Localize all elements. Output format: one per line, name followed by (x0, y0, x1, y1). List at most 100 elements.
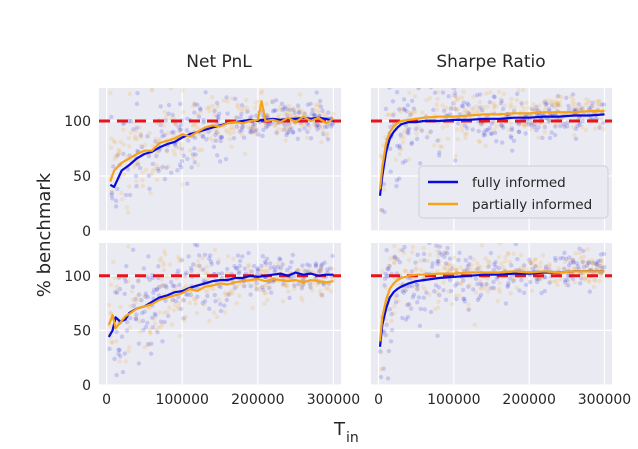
scatter-point-fully-informed (134, 312, 139, 317)
scatter-point-fully-informed (198, 106, 203, 111)
scatter-point-partially-informed (237, 125, 242, 131)
scatter-point-partially-informed (464, 131, 469, 136)
scatter-point-partially-informed (210, 103, 215, 109)
scatter-point-fully-informed (461, 296, 466, 302)
scatter-point-fully-informed (157, 284, 162, 290)
scatter-point-partially-informed (176, 306, 181, 312)
scatter-point-partially-informed (177, 259, 182, 264)
scatter-point-partially-informed (134, 136, 140, 142)
scatter-point-fully-informed (443, 261, 449, 266)
scatter-point-partially-informed (459, 124, 464, 129)
scatter-point-partially-informed (108, 145, 114, 150)
scatter-point-fully-informed (390, 113, 396, 118)
scatter-point-fully-informed (260, 133, 265, 139)
scatter-point-partially-informed (196, 162, 201, 168)
scatter-point-partially-informed (474, 104, 479, 109)
scatter-point-fully-informed (140, 318, 146, 324)
scatter-point-fully-informed (217, 111, 222, 116)
scatter-point-partially-informed (451, 103, 457, 109)
scatter-point-fully-informed (176, 125, 181, 130)
scatter-point-fully-informed (385, 376, 391, 381)
scatter-point-fully-informed (379, 207, 385, 213)
scatter-point-partially-informed (300, 298, 305, 303)
scatter-point-fully-informed (134, 184, 139, 189)
scatter-point-partially-informed (147, 130, 152, 136)
scatter-point-fully-informed (200, 134, 206, 140)
scatter-point-partially-informed (297, 92, 303, 97)
scatter-point-fully-informed (503, 301, 509, 306)
scatter-point-partially-informed (219, 272, 225, 277)
scatter-point-fully-informed (422, 258, 427, 263)
scatter-point-fully-informed (146, 173, 152, 178)
scatter-point-partially-informed (440, 238, 444, 242)
scatter-point-partially-informed (123, 359, 128, 364)
scatter-point-partially-informed (289, 112, 294, 118)
scatter-point-partially-informed (297, 282, 303, 287)
scatter-point-partially-informed (418, 267, 424, 273)
scatter-point-partially-informed (117, 149, 123, 155)
scatter-point-partially-informed (138, 329, 143, 334)
scatter-point-fully-informed (432, 288, 437, 294)
scatter-point-partially-informed (263, 123, 269, 128)
scatter-point-partially-informed (157, 166, 163, 171)
scatter-point-fully-informed (487, 125, 492, 131)
scatter-point-fully-informed (534, 104, 539, 110)
scatter-point-fully-informed (135, 148, 140, 154)
scatter-point-partially-informed (162, 109, 167, 115)
scatter-point-partially-informed (165, 274, 170, 279)
scatter-point-fully-informed (532, 122, 538, 127)
scatter-point-partially-informed (207, 286, 212, 291)
scatter-point-partially-informed (190, 122, 195, 128)
scatter-point-fully-informed (498, 101, 504, 106)
scatter-point-partially-informed (498, 243, 503, 246)
scatter-point-fully-informed (573, 136, 579, 141)
scatter-point-fully-informed (297, 110, 302, 115)
y-tick-label: 0 (82, 378, 91, 394)
scatter-point-partially-informed (295, 268, 301, 273)
scatter-point-fully-informed (113, 198, 119, 204)
scatter-point-fully-informed (437, 292, 442, 298)
scatter-point-partially-informed (176, 254, 181, 260)
scatter-point-partially-informed (554, 278, 559, 284)
scatter-point-fully-informed (181, 316, 186, 321)
scatter-point-partially-informed (194, 310, 200, 316)
scatter-point-fully-informed (319, 263, 324, 268)
scatter-point-fully-informed (173, 299, 179, 304)
scatter-point-partially-informed (398, 109, 403, 114)
scatter-point-fully-informed (478, 281, 484, 287)
scatter-point-partially-informed (320, 277, 325, 282)
scatter-point-fully-informed (575, 123, 580, 129)
scatter-point-partially-informed (331, 111, 336, 117)
scatter-point-partially-informed (401, 250, 407, 256)
scatter-point-fully-informed (454, 296, 459, 302)
scatter-point-partially-informed (597, 102, 602, 107)
scatter-point-partially-informed (210, 94, 215, 100)
scatter-point-partially-informed (518, 252, 524, 258)
scatter-point-partially-informed (135, 161, 140, 166)
scatter-point-partially-informed (400, 140, 406, 145)
scatter-point-partially-informed (165, 130, 170, 136)
scatter-point-partially-informed (570, 125, 576, 130)
scatter-point-partially-informed (403, 268, 409, 273)
x-tick-label: 200000 (502, 392, 555, 408)
scatter-point-fully-informed (479, 283, 485, 288)
scatter-point-fully-informed (254, 287, 259, 292)
scatter-point-partially-informed (292, 108, 297, 113)
scatter-point-fully-informed (218, 308, 224, 314)
scatter-point-fully-informed (195, 243, 200, 248)
scatter-point-partially-informed (204, 270, 210, 275)
scatter-point-fully-informed (601, 102, 607, 107)
scatter-point-fully-informed (404, 108, 409, 114)
scatter-point-fully-informed (388, 169, 393, 174)
scatter-point-partially-informed (252, 283, 258, 288)
scatter-point-partially-informed (431, 143, 437, 148)
scatter-point-fully-informed (318, 268, 323, 273)
scatter-point-partially-informed (174, 145, 179, 150)
scatter-point-fully-informed (447, 277, 453, 283)
scatter-point-partially-informed (582, 277, 588, 282)
scatter-point-partially-informed (467, 232, 471, 236)
scatter-point-partially-informed (134, 179, 139, 184)
scatter-point-partially-informed (156, 284, 162, 290)
scatter-point-fully-informed (296, 109, 302, 115)
scatter-point-partially-informed (598, 117, 604, 122)
